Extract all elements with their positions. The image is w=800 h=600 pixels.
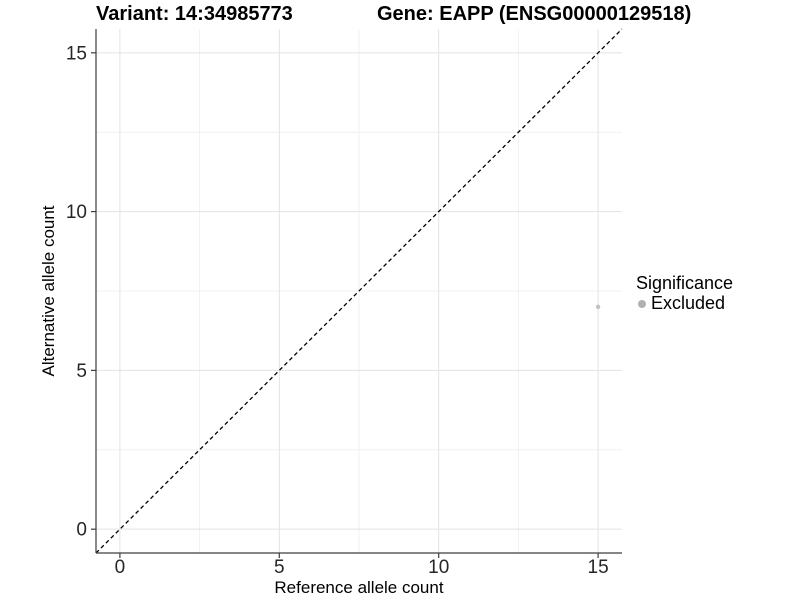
x-tick-label: 10 [428, 557, 449, 578]
y-tick-label: 5 [76, 361, 87, 382]
plot-title-variant: Variant: 14:34985773 [96, 3, 293, 25]
data-point [595, 304, 601, 310]
data-points [595, 304, 601, 310]
legend: Significance Excluded [636, 274, 733, 313]
x-tick-label: 15 [588, 557, 609, 578]
legend-title: Significance [636, 273, 734, 293]
legend-item-label: Excluded [651, 293, 726, 313]
plot-title-gene: Gene: EAPP (ENSG00000129518) [377, 3, 692, 25]
y-axis-title: Alternative allele count [39, 205, 58, 376]
x-tick-label: 5 [274, 557, 285, 578]
gridlines-minor [96, 29, 622, 553]
y-tick-label: 15 [66, 43, 87, 64]
identity-dashed-line [95, 28, 623, 554]
gridlines-major [96, 29, 622, 553]
x-tick-label: 0 [115, 557, 126, 578]
legend-point-icon [638, 299, 646, 308]
y-tick-label: 0 [76, 520, 87, 541]
legend-item-excluded: Excluded [636, 294, 733, 313]
y-axis-ticks: 0 5 10 15 [66, 43, 96, 541]
y-tick-label: 10 [66, 202, 87, 223]
x-axis-ticks: 0 5 10 15 [115, 553, 609, 578]
x-axis-title: Reference allele count [274, 578, 443, 597]
